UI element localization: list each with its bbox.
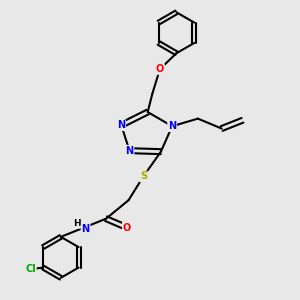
Text: N: N [125, 146, 134, 156]
Text: O: O [123, 223, 131, 232]
Text: H: H [73, 219, 80, 228]
Text: N: N [82, 224, 90, 234]
Text: N: N [168, 121, 176, 131]
Text: N: N [117, 120, 125, 130]
Text: S: S [140, 171, 147, 182]
Text: O: O [156, 64, 164, 74]
Text: Cl: Cl [25, 264, 36, 274]
